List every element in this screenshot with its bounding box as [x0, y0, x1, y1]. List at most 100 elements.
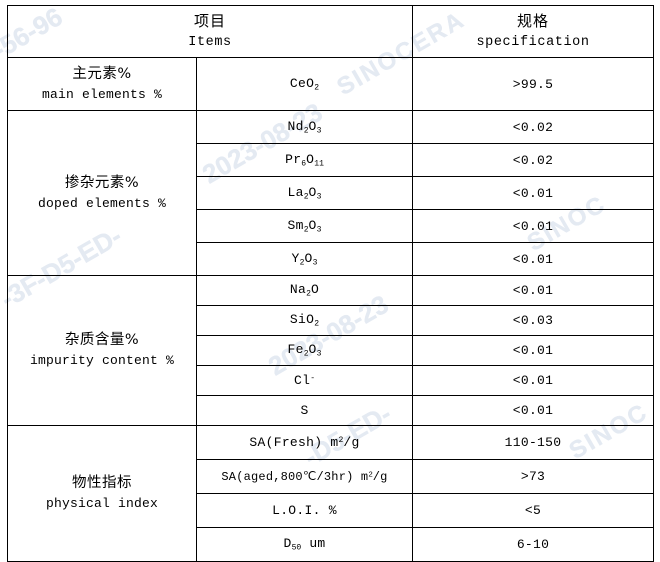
- item-cell: CeO2: [195, 57, 414, 111]
- item-formula-base: S: [300, 403, 309, 418]
- item-formula-base2: O: [308, 118, 317, 134]
- item-text-tail: /g: [343, 435, 360, 450]
- item-formula-base2: O: [306, 151, 315, 167]
- item-text-base: SA(Fresh) m: [249, 435, 339, 450]
- item-text-base: D: [283, 536, 292, 552]
- item-formula-sub: 2: [303, 126, 309, 136]
- spec-cell: <0.01: [412, 275, 655, 306]
- spec-cell: >73: [412, 459, 655, 494]
- table-row: 主元素% main elements % CeO2 >99.5: [7, 57, 655, 111]
- spec-cell: 6-10: [412, 527, 655, 562]
- item-formula-base: SiO: [289, 312, 315, 328]
- item-formula-sub: 2: [314, 83, 320, 93]
- item-cell: SA(aged,800℃/3hr) m2/g: [195, 459, 414, 494]
- spec-cell: <0.01: [412, 242, 655, 276]
- item-formula-base2: O: [310, 282, 320, 298]
- item-formula-sub: 2: [299, 258, 305, 268]
- table-row: Pr6O11 <0.02: [8, 143, 655, 177]
- item-formula-sub: 2: [314, 319, 320, 329]
- item-formula-base: Cl: [293, 373, 311, 388]
- item-cell: Y2O3: [195, 242, 414, 276]
- item-formula-base: Na: [289, 282, 307, 298]
- item-cell: Sm2O3: [195, 209, 414, 243]
- item-text-base: L.O.I. %: [272, 503, 337, 518]
- item-formula-base: Y: [291, 250, 300, 266]
- table-row: La2O3 <0.01: [8, 176, 655, 210]
- group-label-en: impurity content %: [29, 353, 175, 369]
- group-label-physical-index: 物性指标 physical index: [7, 425, 197, 562]
- item-cell: Na2O: [195, 275, 414, 306]
- item-formula-base2: O: [308, 217, 317, 233]
- item-cell: Pr6O11: [195, 143, 414, 177]
- spec-cell: <0.01: [412, 335, 655, 366]
- item-formula-sub: 2: [303, 192, 309, 202]
- item-formula-sub: 2: [306, 289, 311, 299]
- item-cell: D50 um: [195, 527, 414, 562]
- item-cell: Nd2O3: [195, 110, 414, 144]
- spec-cell: <5: [412, 493, 655, 528]
- item-text-base: SA(aged,800℃/3hr) m: [221, 470, 369, 484]
- header-cell-items: 项目 Items: [6, 5, 414, 58]
- item-text-sub: 50: [291, 543, 302, 553]
- table-header-row: 项目 Items 规格 specification: [6, 5, 655, 58]
- item-text-sup: 2: [338, 435, 344, 445]
- spec-cell: <0.01: [412, 176, 655, 210]
- group-label-cn: 掺杂元素%: [64, 174, 140, 191]
- item-cell: SA(Fresh) m2/g: [195, 425, 414, 460]
- item-formula-sub: 2: [303, 349, 309, 359]
- item-formula-sub2: 3: [316, 126, 322, 136]
- group-label-en: main elements %: [41, 86, 163, 102]
- item-formula-sub2: 3: [312, 258, 318, 268]
- table-row: Fe2O3 <0.01: [8, 335, 655, 366]
- header-items-cn: 项目: [194, 12, 227, 31]
- group-label-en: doped elements %: [37, 195, 167, 211]
- specification-table-container: 项目 Items 规格 specification 主元素% main elem…: [6, 5, 655, 562]
- item-cell: L.O.I. %: [195, 493, 414, 528]
- table-row: 掺杂元素% doped elements % Nd2O3 <0.02: [7, 110, 655, 276]
- item-formula-base: La: [287, 184, 304, 200]
- group-label-cn: 物性指标: [72, 475, 132, 492]
- spec-cell: <0.01: [412, 395, 655, 426]
- item-formula-base2: O: [304, 250, 313, 266]
- spec-cell: >99.5: [412, 57, 655, 111]
- spec-cell: <0.02: [412, 110, 655, 144]
- spec-cell: <0.01: [412, 209, 655, 243]
- item-formula-sup: -: [310, 373, 316, 383]
- spec-cell: <0.02: [412, 143, 655, 177]
- spec-cell: <0.03: [412, 305, 655, 336]
- header-spec-en: specification: [476, 34, 590, 50]
- item-formula-base2: O: [308, 342, 317, 358]
- item-formula-base: CeO: [289, 75, 315, 91]
- group-label-en: physical index: [45, 496, 159, 512]
- group-label-cn: 主元素%: [72, 65, 132, 82]
- group-label-doped-elements: 掺杂元素% doped elements %: [7, 110, 197, 276]
- item-cell: S: [195, 395, 414, 426]
- header-items-en: Items: [188, 34, 232, 50]
- item-formula-sub2: 11: [314, 159, 324, 169]
- group-label-cn: 杂质含量%: [64, 332, 140, 349]
- header-cell-specification: 规格 specification: [412, 5, 655, 58]
- table-row: 物性指标 physical index SA(Fresh) m2/g 110-1…: [7, 425, 655, 562]
- item-text-tail: um: [301, 536, 326, 552]
- spec-cell: 110-150: [412, 425, 655, 460]
- group-label-main-elements: 主元素% main elements %: [7, 57, 197, 111]
- item-cell: SiO2: [195, 305, 414, 336]
- specification-table: 项目 Items 规格 specification 主元素% main elem…: [6, 5, 655, 562]
- item-formula-base: Sm: [287, 217, 304, 233]
- table-row: Sm2O3 <0.01: [8, 209, 655, 243]
- group-label-impurity-content: 杂质含量% impurity content %: [7, 275, 197, 426]
- table-row: 杂质含量% impurity content % Na2O <0.01: [7, 275, 655, 426]
- item-cell: Fe2O3: [195, 335, 414, 366]
- table-row: SiO2 <0.03: [8, 305, 655, 336]
- item-cell: La2O3: [195, 176, 414, 210]
- item-formula-sub: 2: [303, 225, 309, 235]
- item-cell: Cl-: [195, 365, 414, 396]
- item-formula-base: Nd: [287, 118, 304, 134]
- item-text-tail: /g: [372, 470, 388, 484]
- table-row: Y2O3 <0.01: [8, 242, 655, 276]
- item-formula-sub2: 3: [316, 225, 322, 235]
- item-text-sup: 2: [368, 471, 373, 480]
- item-formula-sub: 6: [301, 159, 307, 169]
- table-row: Cl- <0.01: [8, 365, 655, 396]
- item-formula-base: Pr: [285, 151, 302, 167]
